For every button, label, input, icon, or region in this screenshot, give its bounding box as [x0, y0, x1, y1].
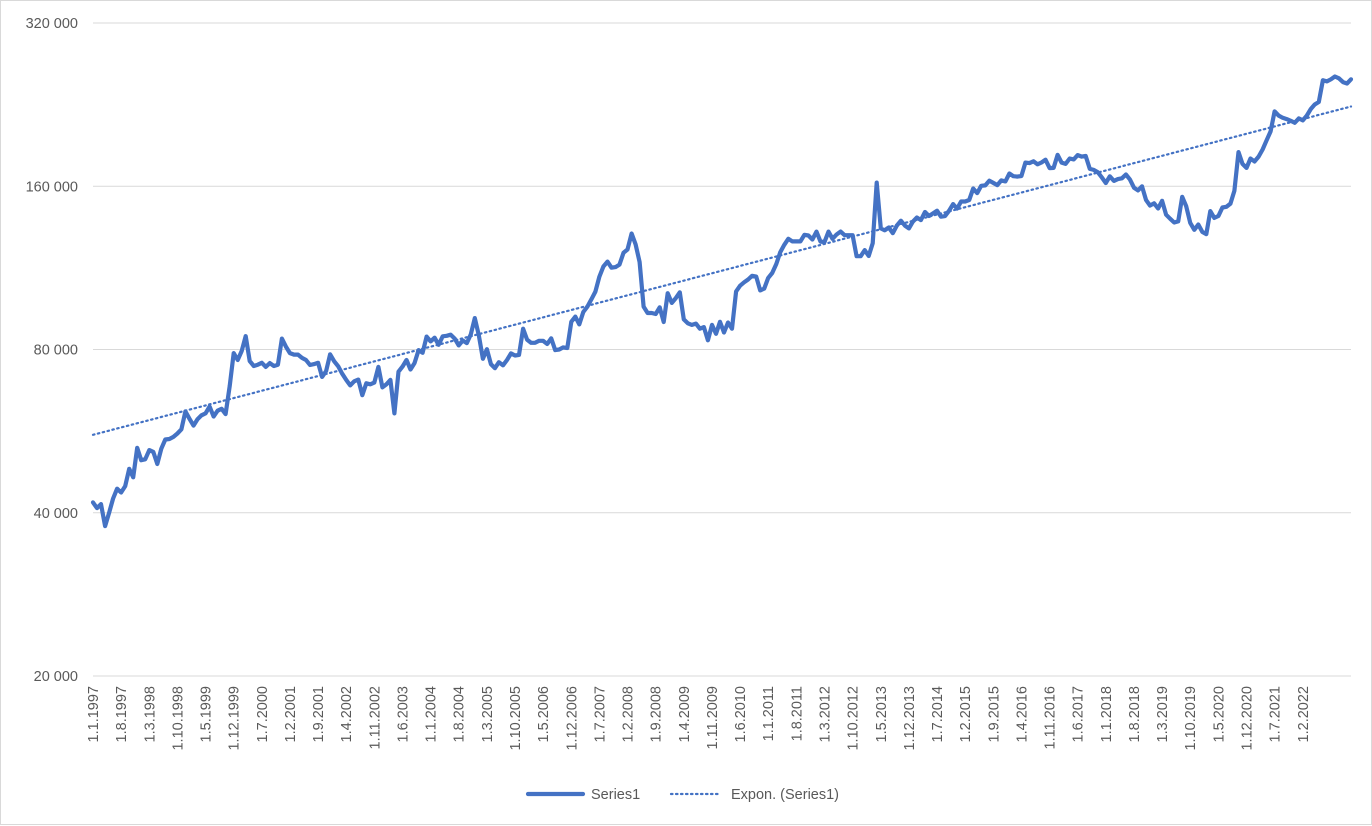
x-tick-label: 1.2.2022: [1296, 686, 1312, 742]
x-tick-label: 1.12.2006: [564, 686, 580, 751]
x-tick-label: 1.2.2008: [621, 686, 637, 742]
y-tick-label: 40 000: [34, 506, 78, 522]
x-tick-label: 1.10.1998: [170, 686, 186, 751]
x-tick-label: 1.9.2008: [649, 686, 665, 742]
y-tick-label: 160 000: [26, 179, 78, 195]
x-tick-label: 1.3.2012: [817, 686, 833, 742]
legend-label: Expon. (Series1): [731, 787, 839, 803]
x-tick-label: 1.7.2000: [255, 686, 271, 742]
x-tick-label: 1.6.2010: [733, 686, 749, 742]
x-tick-label: 1.2.2015: [958, 686, 974, 742]
x-tick-label: 1.3.1998: [142, 686, 158, 742]
x-tick-label: 1.3.2005: [480, 686, 496, 742]
x-tick-label: 1.7.2014: [930, 686, 946, 742]
x-tick-label: 1.12.1999: [227, 686, 243, 751]
x-tick-label: 1.5.2020: [1211, 686, 1227, 742]
x-tick-label: 1.9.2015: [986, 686, 1002, 742]
x-tick-label: 1.7.2021: [1268, 686, 1284, 742]
x-tick-label: 1.12.2020: [1240, 686, 1256, 751]
x-tick-label: 1.4.2009: [677, 686, 693, 742]
x-tick-label: 1.10.2012: [846, 686, 862, 751]
trendline-series: [93, 107, 1351, 435]
x-tick-label: 1.11.2016: [1043, 686, 1059, 749]
x-tick-label: 1.5.2013: [874, 686, 890, 742]
x-tick-label: 1.11.2009: [705, 686, 721, 749]
x-tick-label: 1.1.1997: [86, 686, 102, 742]
x-tick-label: 1.11.2002: [367, 686, 383, 749]
legend-label: Series1: [591, 787, 640, 803]
y-axis-tick-labels: 20 000 40 000 80 000 160 000 320 000: [26, 16, 78, 685]
x-tick-label: 1.4.2002: [339, 686, 355, 742]
x-tick-label: 1.2.2001: [283, 686, 299, 742]
x-tick-label: 1.9.2001: [311, 686, 327, 742]
y-tick-label: 20 000: [34, 669, 78, 685]
x-tick-label: 1.5.2006: [536, 686, 552, 742]
x-tick-label: 1.8.2018: [1127, 686, 1143, 742]
x-tick-label: 1.1.2011: [761, 686, 777, 741]
x-tick-label: 1.10.2005: [508, 686, 524, 751]
x-tick-label: 1.8.2004: [452, 686, 468, 742]
x-tick-label: 1.8.1997: [114, 686, 130, 742]
y-tick-label: 80 000: [34, 343, 78, 359]
x-tick-label: 1.5.1999: [199, 686, 215, 742]
x-axis-tick-labels: 1.1.1997 1.8.1997 1.3.1998 1.10.1998 1.5.199…: [86, 686, 1312, 751]
x-tick-label: 1.8.2011: [789, 686, 805, 741]
x-tick-label: 1.6.2003: [395, 686, 411, 742]
x-tick-label: 1.3.2019: [1155, 686, 1171, 742]
data-series-line: [93, 77, 1351, 527]
x-tick-label: 1.1.2018: [1099, 686, 1115, 742]
x-tick-label: 1.10.2019: [1183, 686, 1199, 751]
legend: Series1 Expon. (Series1): [528, 787, 839, 803]
x-tick-label: 1.7.2007: [592, 686, 608, 742]
x-tick-label: 1.1.2004: [424, 686, 440, 742]
plot-series: [93, 76, 1351, 526]
x-tick-label: 1.4.2016: [1014, 686, 1030, 742]
y-tick-label: 320 000: [26, 16, 78, 32]
x-tick-label: 1.12.2013: [902, 686, 918, 751]
x-tick-label: 1.6.2017: [1071, 686, 1087, 742]
